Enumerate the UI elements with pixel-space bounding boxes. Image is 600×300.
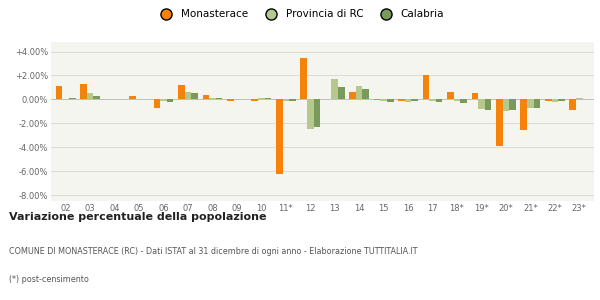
Bar [472,93,478,99]
Bar [178,85,185,99]
Bar [429,99,436,101]
Bar [496,99,503,146]
Text: (*) post-censimento: (*) post-censimento [9,274,89,284]
Bar [454,99,460,101]
Bar [314,99,320,127]
Bar [412,99,418,101]
Bar [349,92,356,99]
Bar [338,87,344,99]
Bar [227,99,233,101]
Bar [283,99,289,101]
Bar [503,99,509,111]
Bar [160,99,167,101]
Bar [69,98,76,99]
Bar [56,86,62,99]
Bar [289,99,296,101]
Bar [545,99,551,101]
Bar [569,99,576,110]
Bar [276,99,283,173]
Bar [436,99,442,102]
Bar [129,96,136,99]
Bar [534,99,541,108]
Bar [203,95,209,99]
Bar [362,88,369,99]
Bar [62,99,69,100]
Bar [576,98,583,99]
Bar [558,99,565,101]
Bar [447,92,454,99]
Bar [154,99,160,108]
Bar [258,98,265,99]
Legend: Monasterace, Provincia di RC, Calabria: Monasterace, Provincia di RC, Calabria [152,5,448,23]
Bar [380,99,387,101]
Bar [80,84,87,99]
Bar [551,99,558,102]
Bar [398,99,405,101]
Bar [167,99,173,102]
Bar [94,96,100,99]
Text: COMUNE DI MONASTERACE (RC) - Dati ISTAT al 31 dicembre di ogni anno - Elaborazio: COMUNE DI MONASTERACE (RC) - Dati ISTAT … [9,248,418,256]
Bar [209,98,216,99]
Bar [251,99,258,101]
Bar [191,93,198,99]
Bar [405,99,412,102]
Bar [374,99,380,100]
Bar [520,99,527,130]
Bar [301,58,307,99]
Bar [87,93,94,99]
Bar [478,99,485,109]
Text: Variazione percentuale della popolazione: Variazione percentuale della popolazione [9,212,266,221]
Bar [331,79,338,99]
Bar [422,76,429,99]
Bar [185,92,191,99]
Bar [356,86,362,99]
Bar [307,99,314,129]
Bar [485,99,491,110]
Bar [216,98,223,99]
Bar [460,99,467,103]
Bar [387,99,394,102]
Bar [509,99,516,110]
Bar [527,99,534,108]
Bar [265,98,271,99]
